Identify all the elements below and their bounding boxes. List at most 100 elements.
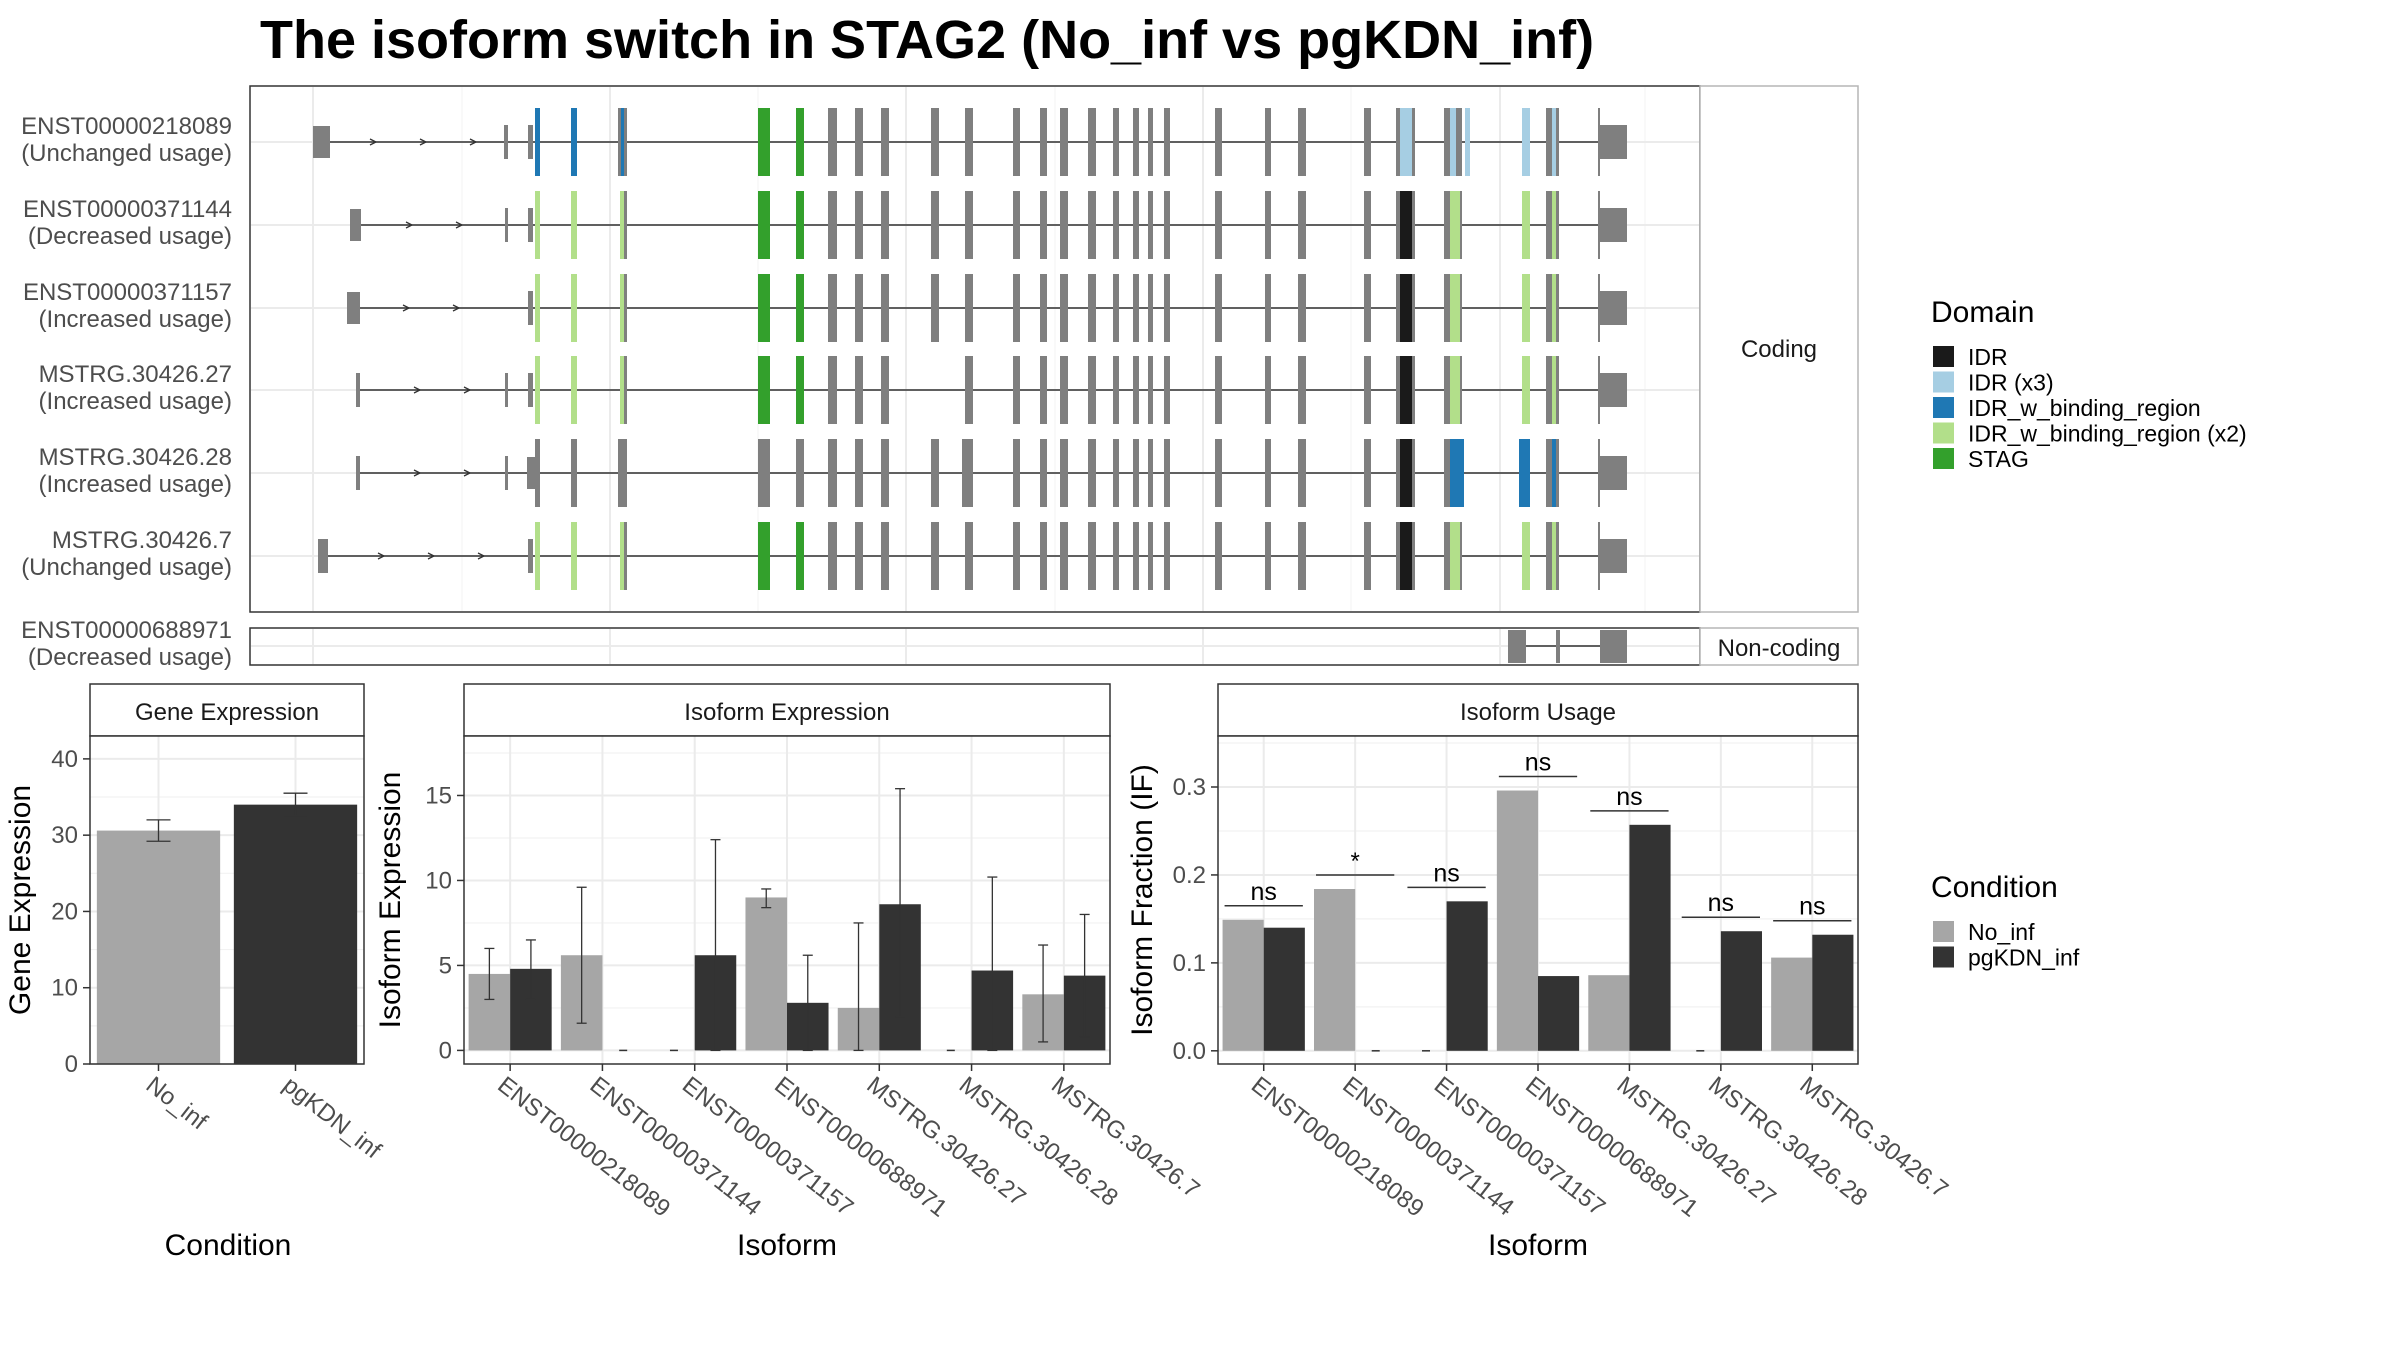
exon [571, 356, 577, 424]
transcript-id-label: ENST00000218089 [21, 113, 232, 140]
bar-No_inf [1496, 790, 1538, 1051]
exon [962, 439, 967, 507]
transcript-id-label: ENST00000688971 [21, 617, 232, 644]
domain-legend-title: Domain [1931, 296, 2034, 329]
exon [1215, 108, 1222, 176]
exon [796, 522, 804, 590]
exon [571, 191, 577, 259]
exon [535, 108, 540, 176]
exon [1598, 274, 1600, 342]
exon [931, 522, 939, 590]
domain-legend-label: IDR_w_binding_region [1968, 395, 2201, 421]
facet-strip-noncoding [1699, 627, 1859, 666]
y-axis-title: Gene Expression [4, 785, 37, 1015]
transcript-id-label: ENST00000371144 [23, 196, 232, 223]
transcript-model-ENST00000371144 [350, 191, 1627, 259]
exon [1465, 108, 1470, 176]
exon [1298, 191, 1306, 259]
exon [1060, 439, 1068, 507]
exon [535, 522, 540, 590]
transcript-usage-label: (Decreased usage) [28, 644, 232, 671]
exon-utr [1600, 456, 1627, 490]
exon [1060, 522, 1068, 590]
exon [1265, 522, 1271, 590]
exon [504, 125, 508, 159]
exon [535, 439, 540, 507]
exon [1598, 522, 1600, 590]
exon [1215, 356, 1222, 424]
exon [1552, 274, 1559, 342]
significance-label: ns [1799, 893, 1825, 921]
strand-arrow [452, 304, 461, 312]
exon [1265, 439, 1271, 507]
bar-No_inf [1314, 889, 1356, 1051]
exon [1550, 439, 1558, 507]
strand-arrow [419, 138, 428, 146]
strand-arrow [413, 386, 422, 394]
condition-legend-label: No_inf [1968, 919, 2035, 945]
exon [620, 356, 627, 424]
exon [1552, 522, 1559, 590]
exon [1450, 108, 1456, 176]
exon [796, 191, 804, 259]
exon [356, 373, 360, 407]
exon [1013, 522, 1020, 590]
chart-isoform-usage: Isoform Usage 0.0 0.1 0.2 0.3 ns * ns ns ns ns ns EN… [1126, 683, 1954, 1262]
exon [1040, 108, 1047, 176]
exon [1444, 274, 1450, 342]
condition-legend-key [1933, 921, 1954, 942]
exon [1113, 191, 1119, 259]
exon [1013, 274, 1020, 342]
exon [1088, 356, 1096, 424]
x-tick-label: MSTRG.30426.7 [1795, 1071, 1954, 1203]
transcript-model-ENST00000688971 [1508, 630, 1627, 663]
exon [1164, 274, 1170, 342]
significance-label: * [1350, 848, 1359, 875]
exon [1556, 274, 1559, 342]
exon [758, 274, 770, 342]
y-tick-label: 5 [439, 952, 452, 979]
exon [1556, 630, 1560, 663]
exon [535, 274, 540, 342]
exon [1400, 191, 1412, 259]
exon [1396, 191, 1400, 259]
exon [1088, 108, 1096, 176]
exon [1450, 274, 1460, 342]
exon [1450, 439, 1464, 507]
exon [618, 439, 621, 507]
exon [571, 439, 577, 507]
exon [620, 108, 627, 176]
x-tick-label: MSTRG.30426.27 [1612, 1071, 1781, 1211]
exon [356, 456, 360, 490]
exon [1556, 439, 1559, 507]
exon [528, 539, 533, 573]
strand-arrow [455, 221, 464, 229]
exon [1088, 522, 1096, 590]
condition-legend-title: Condition [1931, 871, 2058, 904]
exon [855, 191, 863, 259]
exon [1164, 522, 1170, 590]
exon [1215, 439, 1222, 507]
exon [1148, 191, 1153, 259]
exon [1546, 522, 1552, 590]
exon [535, 191, 540, 259]
strand-arrow [377, 552, 386, 560]
condition-legend-label: pgKDN_inf [1968, 945, 2080, 971]
exon [1265, 274, 1271, 342]
transcript-id-label: MSTRG.30426.27 [39, 361, 232, 388]
domain-legend-key [1933, 397, 1954, 418]
exon [1133, 191, 1139, 259]
strand-arrow [405, 221, 414, 229]
strand-arrow [369, 138, 378, 146]
transcript-usage-label: (Increased usage) [39, 471, 232, 498]
x-tick-label: ENST00000218089 [1246, 1071, 1429, 1222]
exon [1215, 274, 1222, 342]
exon [965, 108, 973, 176]
strand-arrow [402, 304, 411, 312]
exon [965, 274, 973, 342]
x-tick-label: ENST00000371157 [1429, 1071, 1610, 1221]
exon [1508, 630, 1526, 663]
exon [1522, 356, 1530, 424]
bar-pgKDN_inf [233, 804, 358, 1064]
